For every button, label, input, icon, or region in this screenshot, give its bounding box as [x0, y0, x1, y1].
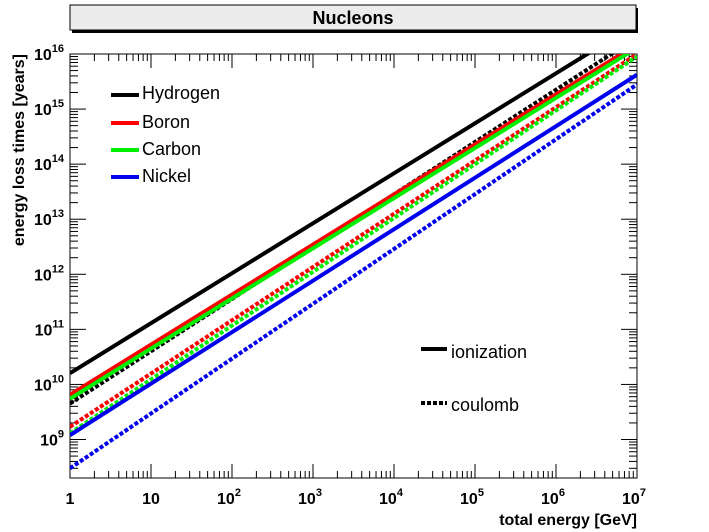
y-tick-label: 1015 [34, 98, 64, 119]
x-tick-label: 106 [541, 487, 565, 508]
series-line-boron-solid [70, 54, 626, 397]
y-axis-title: energy loss times [years] [11, 54, 28, 246]
y-tick-label: 1012 [34, 263, 64, 284]
y-tick-label: 1013 [34, 208, 64, 229]
legend-label-nickel: Nickel [142, 166, 191, 186]
style-label-coulomb: coulomb [451, 395, 519, 415]
style-legend: ionization coulomb [421, 342, 527, 415]
series-line-nickel-dotted [70, 82, 637, 470]
series-legend: Hydrogen Boron Carbon Nickel [111, 83, 220, 186]
x-tick-label: 10 [142, 491, 160, 508]
series-line-carbon-dotted [70, 54, 637, 435]
x-tick-label: 104 [379, 487, 404, 508]
y-tick-label: 109 [40, 429, 64, 450]
series-line-carbon-solid [70, 54, 631, 401]
legend-label-hydrogen: Hydrogen [142, 83, 220, 103]
x-tick-label: 103 [298, 487, 322, 508]
series-line-hydrogen-solid [70, 54, 592, 375]
y-tick-label: 1014 [34, 153, 65, 174]
series-line-boron-dotted [70, 54, 637, 429]
title-box: Nucleons [69, 4, 638, 33]
x-tick-label: 107 [622, 487, 646, 508]
y-tick-label: 1011 [35, 318, 64, 339]
chart-title: Nucleons [312, 8, 393, 28]
legend-label-boron: Boron [142, 112, 190, 132]
y-tick-label: 1010 [34, 373, 64, 394]
series-line-nickel-solid [70, 73, 637, 437]
legend-label-carbon: Carbon [142, 139, 201, 159]
x-tick-label: 1 [66, 491, 75, 508]
style-label-ionization: ionization [451, 342, 527, 362]
x-tick-label: 102 [217, 487, 241, 508]
plot-frame [69, 53, 638, 479]
tick-labels: 1 10 102 103 104 105 106 107 109 1010 1011 1012 1013… [34, 43, 646, 508]
x-tick-label: 105 [460, 487, 484, 508]
y-tick-label: 1016 [34, 43, 64, 64]
x-axis-title: total energy [GeV] [499, 512, 637, 529]
series-group [70, 54, 637, 470]
